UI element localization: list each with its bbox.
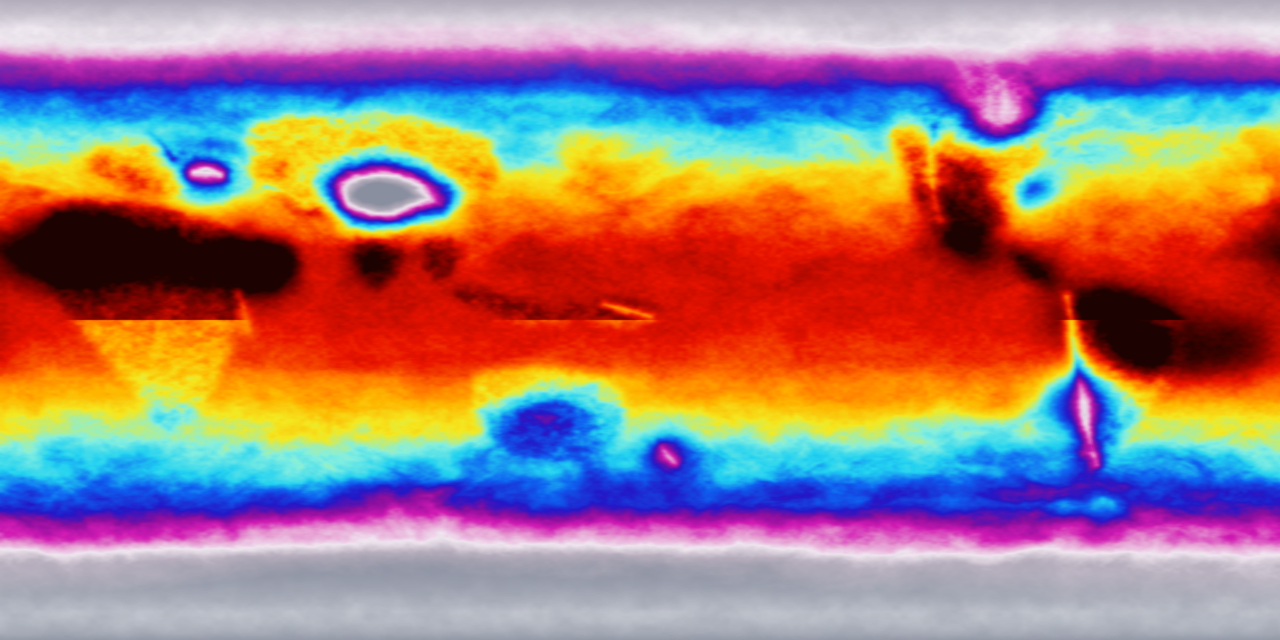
global-temperature-heatmap xyxy=(0,0,1280,640)
temperature-map-viewport: Global Surface Air Temperature Instantan… xyxy=(0,0,1280,640)
